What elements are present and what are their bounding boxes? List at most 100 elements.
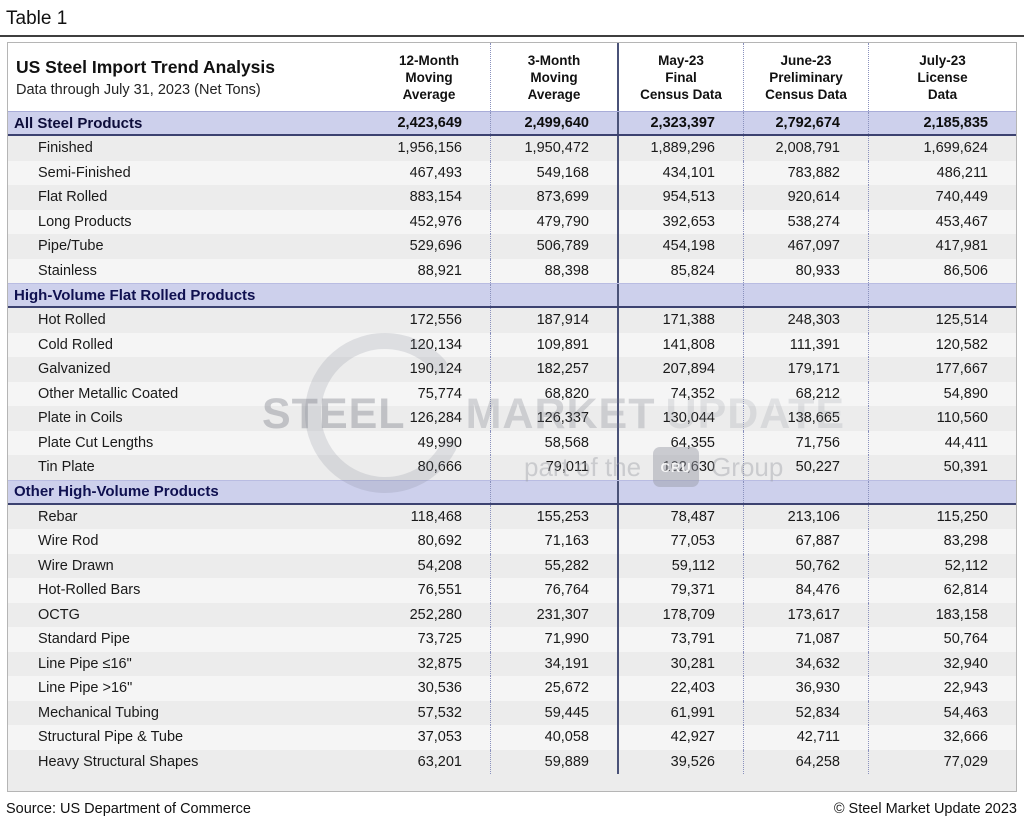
row-value: 248,303: [743, 308, 868, 333]
row-value: 25,672: [490, 676, 617, 701]
table-bottom-strip-fill: [8, 774, 1016, 791]
row-value: 76,764: [490, 578, 617, 603]
row-value: 2,423,649: [397, 115, 462, 131]
section-header-row: High-Volume Flat Rolled Products: [8, 283, 1016, 308]
title-rule: [0, 35, 1024, 37]
row-label: Semi-Finished: [38, 164, 131, 181]
table-row: Rebar 118,468 155,253 78,487 213,106 115,250: [8, 504, 1016, 529]
row-value: 179,171: [743, 357, 868, 382]
row-label: Plate Cut Lengths: [38, 434, 154, 451]
table-row: Plate Cut Lengths 49,990 58,568 64,355 71,75…: [8, 430, 1016, 455]
table-header-row: US Steel Import Trend Analysis Data thro…: [8, 43, 1016, 111]
row-value: 920,614: [743, 185, 868, 210]
row-value: 71,163: [490, 529, 617, 554]
row-value: 76,551: [417, 582, 462, 599]
row-value: 2,323,397: [617, 112, 743, 134]
row-value: 452,976: [409, 213, 462, 230]
row-value: 30,281: [617, 651, 743, 676]
row-value: 486,211: [868, 160, 1016, 185]
row-label: Pipe/Tube: [38, 238, 104, 255]
table-row: Standard Pipe 73,725 71,990 73,791 71,087 50,…: [8, 627, 1016, 652]
row-value: 83,298: [868, 529, 1016, 554]
row-value: 73,725: [417, 631, 462, 648]
row-label: Flat Rolled: [38, 189, 108, 206]
row-value: 252,280: [409, 606, 462, 623]
table-row: Other Metallic Coated 75,774 68,820 74,352 6…: [8, 381, 1016, 406]
row-value: 37,053: [417, 729, 462, 746]
row-value: 50,764: [868, 627, 1016, 652]
row-value: 34,191: [490, 651, 617, 676]
row-value: 549,168: [490, 160, 617, 185]
row-value: 1,889,296: [617, 136, 743, 161]
row-value: 80,692: [417, 533, 462, 550]
row-value: 213,106: [743, 504, 868, 529]
table-body: All Steel Products 2,423,649 2,499,640 2,32…: [8, 111, 1016, 791]
row-value: 467,493: [409, 164, 462, 181]
section-header-filler: [743, 480, 868, 503]
row-value: 57,532: [417, 704, 462, 721]
section-header-filler: [490, 284, 617, 306]
row-value: 67,887: [743, 529, 868, 554]
section-header-filler: [368, 481, 490, 503]
row-label: Other Metallic Coated: [38, 385, 179, 402]
table-row: Line Pipe ≤16" 32,875 34,191 30,281 34,632 32…: [8, 651, 1016, 676]
row-label: Long Products: [38, 213, 132, 230]
row-value: 120,134: [409, 336, 462, 353]
table-row: Wire Rod 80,692 71,163 77,053 67,887 83,298: [8, 529, 1016, 554]
row-value: 529,696: [409, 238, 462, 255]
row-value: 954,513: [617, 185, 743, 210]
row-value: 172,556: [409, 312, 462, 329]
row-value: 77,029: [868, 749, 1016, 774]
row-label: Rebar: [38, 508, 78, 525]
table-row: Structural Pipe & Tube 37,053 40,058 42,927…: [8, 725, 1016, 750]
table-row: Pipe/Tube 529,696 506,789 454,198 467,097 417…: [8, 234, 1016, 259]
row-value: 183,158: [868, 602, 1016, 627]
table-row: Finished 1,956,156 1,950,472 1,889,296 2,008…: [8, 136, 1016, 161]
row-value: 2,008,791: [743, 136, 868, 161]
row-value: 68,212: [743, 381, 868, 406]
row-value: 173,617: [743, 602, 868, 627]
footer-source: Source: US Department of Commerce: [6, 801, 251, 817]
row-value: 54,890: [868, 381, 1016, 406]
row-value: 74,352: [617, 381, 743, 406]
row-value: 77,053: [617, 529, 743, 554]
row-value: 32,940: [868, 651, 1016, 676]
row-value: 125,514: [868, 308, 1016, 333]
table-row: Long Products 452,976 479,790 392,653 538,27…: [8, 209, 1016, 234]
table-row: Plate in Coils 126,284 126,337 130,044 138,6…: [8, 406, 1016, 431]
row-value: 187,914: [490, 308, 617, 333]
row-value: 42,927: [617, 725, 743, 750]
row-value: 86,506: [868, 258, 1016, 283]
column-header-3-month-moving-average: 3-Month Moving Average: [490, 43, 617, 111]
row-value: 52,112: [868, 553, 1016, 578]
row-value: 63,201: [417, 753, 462, 770]
section-header-row: Other High-Volume Products: [8, 479, 1016, 505]
row-value: 178,709: [617, 602, 743, 627]
row-value: 190,124: [409, 361, 462, 378]
section-header-filler: [368, 284, 490, 306]
row-value: 538,274: [743, 209, 868, 234]
row-value: 102,630: [617, 455, 743, 480]
table-row: Galvanized 190,124 182,257 207,894 179,171 17…: [8, 357, 1016, 382]
row-label: Cold Rolled: [38, 336, 113, 353]
row-value: 506,789: [490, 234, 617, 259]
section-header-filler: [617, 480, 743, 503]
row-value: 71,756: [743, 430, 868, 455]
table-row: Flat Rolled 883,154 873,699 954,513 920,614 7…: [8, 185, 1016, 210]
row-value: 467,097: [743, 234, 868, 259]
table-title: US Steel Import Trend Analysis: [16, 56, 276, 77]
table-row: Semi-Finished 467,493 549,168 434,101 783,88…: [8, 160, 1016, 185]
row-value: 64,355: [617, 430, 743, 455]
row-value: 1,950,472: [490, 136, 617, 161]
row-value: 55,282: [490, 553, 617, 578]
row-value: 68,820: [490, 381, 617, 406]
row-value: 34,632: [743, 651, 868, 676]
row-label: Hot-Rolled Bars: [38, 582, 141, 599]
row-value: 71,990: [490, 627, 617, 652]
row-value: 80,933: [743, 258, 868, 283]
row-label: Finished: [38, 140, 93, 157]
row-value: 73,791: [617, 627, 743, 652]
row-label: Wire Rod: [38, 533, 99, 550]
row-value: 84,476: [743, 578, 868, 603]
row-label: Stainless: [38, 262, 97, 279]
